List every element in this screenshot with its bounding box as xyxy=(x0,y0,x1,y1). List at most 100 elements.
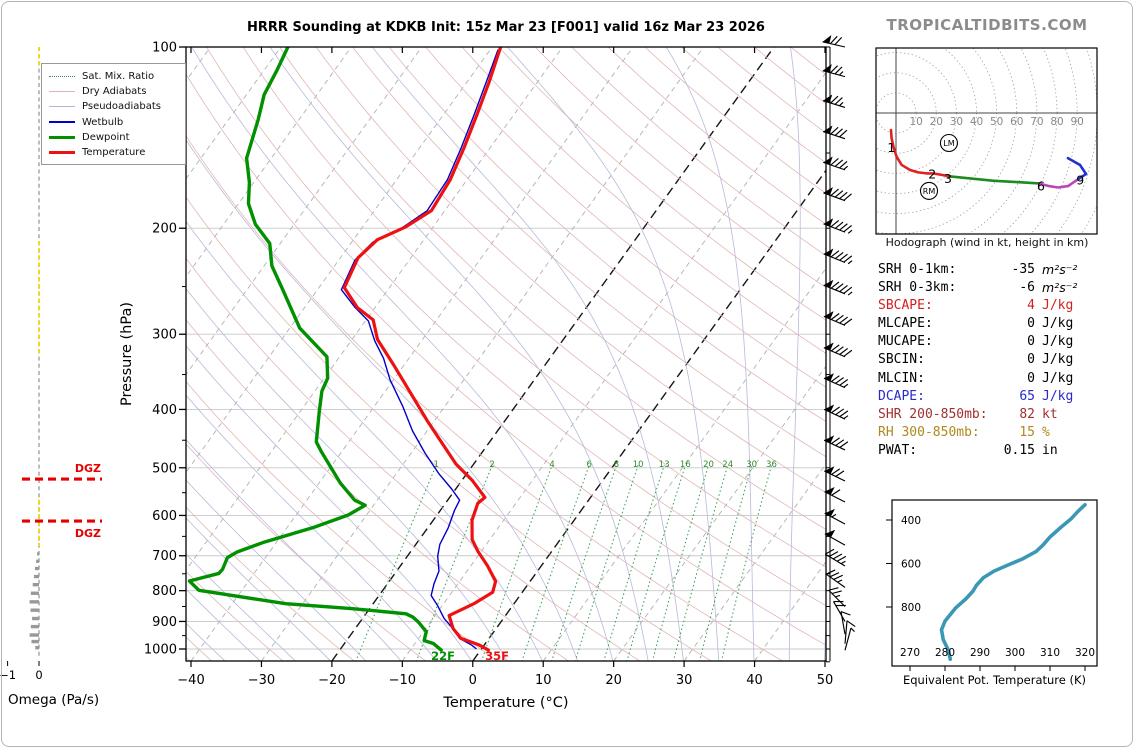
storm-motion-label: LM xyxy=(943,139,954,148)
theta-e-xtick: 280 xyxy=(935,647,955,659)
stat-unit: J/kg xyxy=(1042,388,1074,404)
omega-bar xyxy=(34,566,39,571)
hodo-height-mark: 6 xyxy=(1037,178,1045,193)
legend-item-label: Temperature xyxy=(82,147,146,159)
legend-line-sample xyxy=(49,151,75,155)
brand-watermark: TROPICALTIDBITS.COM xyxy=(886,16,1088,34)
omega-bar xyxy=(29,600,39,604)
omega-tick-label: −1 xyxy=(0,668,16,682)
stat-unit: J/kg xyxy=(1042,370,1074,386)
temperature-curve xyxy=(342,47,503,652)
mixing-ratio-label: 10 xyxy=(633,460,644,470)
stat-value: 82 xyxy=(1019,406,1035,422)
theta-e-ytick: 400 xyxy=(901,515,921,527)
mixing-ratio-label: 36 xyxy=(766,460,777,470)
hodo-ring-label: 50 xyxy=(990,116,1003,128)
omega-bar xyxy=(31,639,39,644)
theta-e-xtick: 320 xyxy=(1075,647,1095,659)
legend-item-label: Dry Adiabats xyxy=(82,86,147,98)
pressure-tick-label: 900 xyxy=(152,615,177,630)
hodo-trace-6-9 xyxy=(1038,177,1081,189)
hodo-ring-label: 80 xyxy=(1050,116,1063,128)
stat-unit: m²s⁻² xyxy=(1042,262,1078,277)
stat-row: SHR 200-850mb: 82 kt xyxy=(876,407,1132,425)
hodo-height-mark: 1 xyxy=(887,140,895,155)
hodo-ring-label: 60 xyxy=(1010,116,1023,128)
omega-bar xyxy=(30,591,39,595)
stat-unit: % xyxy=(1042,424,1050,440)
stat-label: RH 300-850mb: xyxy=(878,424,980,440)
mixing-ratio-label: 4 xyxy=(549,460,554,470)
pressure-tick-label: 300 xyxy=(152,328,177,343)
stat-row: MLCAPE: 0 J/kg xyxy=(876,316,1132,334)
stat-label: MUCAPE: xyxy=(878,334,933,350)
hodo-height-mark: 3 xyxy=(944,171,952,186)
omega-bar xyxy=(37,552,39,556)
temp-tick-label: 20 xyxy=(605,673,622,688)
storm-motion-label: RM xyxy=(923,187,936,196)
stat-value: 0 xyxy=(1027,316,1035,332)
pressure-tick-label: 800 xyxy=(152,584,177,599)
hodo-ring-label: 40 xyxy=(970,116,983,128)
pressure-tick-label: 100 xyxy=(152,41,177,56)
theta-e-ytick: 600 xyxy=(901,559,921,571)
stat-unit: in xyxy=(1042,442,1058,458)
omega-bar xyxy=(29,633,39,637)
pressure-tick-label: 500 xyxy=(152,461,177,476)
temp-tick-label: −30 xyxy=(248,673,275,688)
skewt-frame xyxy=(185,46,827,662)
legend-item: Dewpoint xyxy=(49,130,181,145)
surface-dewpoint-label: 22F xyxy=(431,649,455,663)
stat-unit: J/kg xyxy=(1042,334,1074,350)
hodo-ring-label: 70 xyxy=(1030,116,1043,128)
temp-tick-label: −10 xyxy=(389,673,416,688)
skewt-legend: Sat. Mix. Ratio Dry Adiabats Pseudoadiabat… xyxy=(41,63,186,166)
legend-item-label: Sat. Mix. Ratio xyxy=(82,71,155,83)
mixing-ratio-label: 8 xyxy=(614,460,619,470)
stat-row: SRH 0-1km: -35 m²s⁻² xyxy=(876,262,1132,280)
mixing-ratio-label: 13 xyxy=(659,460,670,470)
legend-item: Pseudoadiabats xyxy=(49,99,181,114)
theta-e-inset: 270 280 290 300 310 320 400 600 800 Equivalent Po… xyxy=(886,499,1098,687)
stat-row: PWAT: 0.15 in xyxy=(876,443,1132,461)
mixing-ratio-label: 20 xyxy=(703,460,714,470)
stat-unit: J/kg xyxy=(1042,316,1074,332)
mixing-ratio-label: 30 xyxy=(746,460,757,470)
hodo-ring-label: 10 xyxy=(909,116,922,128)
stat-label: MLCIN: xyxy=(878,370,925,386)
theta-e-ytick: 800 xyxy=(901,602,921,614)
legend-line-sample xyxy=(49,121,75,124)
stat-unit: kt xyxy=(1042,406,1058,422)
storm-motion-circle xyxy=(919,181,939,200)
pressure-tick-label: 400 xyxy=(152,403,177,418)
hodo-trace-9+ xyxy=(1066,156,1088,180)
theta-e-curve xyxy=(939,502,1087,661)
stat-label: DCAPE: xyxy=(878,388,925,404)
hodograph: 10 20 30 40 50 60 70 80 90 1 2 3 6 9 LM RM xyxy=(875,47,1098,235)
stats-panel: SRH 0-1km: -35 m²s⁻² SRH 0-3km: -6 m²s⁻² SBCAP… xyxy=(876,262,1132,461)
stat-value: 0 xyxy=(1027,352,1035,368)
omega-bar xyxy=(32,616,39,621)
pressure-tick-label: 1000 xyxy=(144,643,177,658)
mixing-ratio-label: 2 xyxy=(489,460,494,470)
hodo-height-mark: 9 xyxy=(1076,172,1084,187)
omega-bar xyxy=(30,624,39,629)
theta-e-xtick: 310 xyxy=(1040,647,1060,659)
stat-row: SBCIN: 0 J/kg xyxy=(876,352,1132,370)
omega-bar xyxy=(35,645,39,650)
stat-value: 4 xyxy=(1027,298,1035,314)
temp-tick-label: 50 xyxy=(817,673,834,688)
stat-value: 0.15 xyxy=(1003,442,1035,458)
omega-bar xyxy=(32,583,39,587)
stat-label: SBCAPE: xyxy=(878,298,933,314)
stat-row: DCAPE: 65 J/kg xyxy=(876,389,1132,407)
omega-axis-label: Omega (Pa/s) xyxy=(8,692,100,708)
surface-temp-label: 35F xyxy=(485,649,509,663)
stat-value: -35 xyxy=(1011,262,1035,277)
legend-item-label: Pseudoadiabats xyxy=(82,101,162,113)
stat-label: SRH 0-1km: xyxy=(878,262,957,277)
theta-e-xtick: 300 xyxy=(1005,647,1025,659)
page-title: HRRR Sounding at KDKB Init: 15z Mar 23 [… xyxy=(247,20,765,35)
omega-tick-label: 0 xyxy=(35,668,42,682)
